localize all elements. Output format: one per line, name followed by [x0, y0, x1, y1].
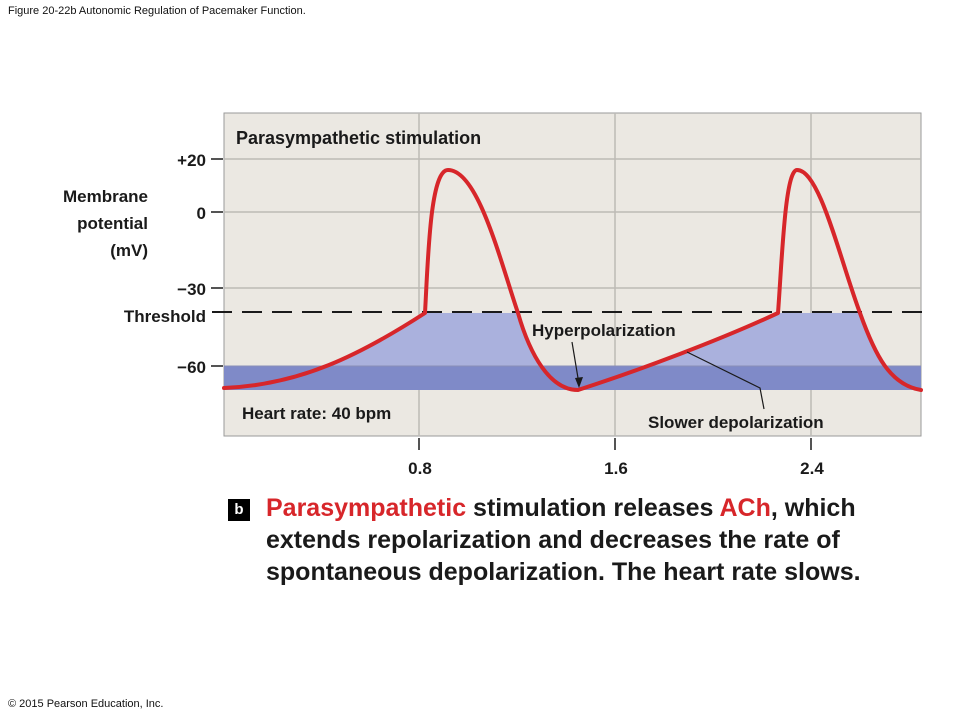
caption: Parasympathetic stimulation releases ACh…	[266, 492, 946, 588]
membrane-potential-trace	[222, 168, 923, 392]
y-tick-label-minus30: −30	[177, 280, 206, 299]
panel-badge: b	[228, 499, 250, 521]
y-tick-label-0: 0	[197, 204, 206, 223]
heart-rate-label: Heart rate: 40 bpm	[242, 404, 391, 423]
caption-text-1: stimulation releases	[466, 494, 720, 522]
y-axis-label-line3: (mV)	[110, 241, 148, 260]
hyperpolarization-label: Hyperpolarization	[532, 321, 676, 340]
hyperpolarization-arrow-line	[571, 341, 580, 385]
slower-depolarization-label: Slower depolarization	[648, 413, 824, 432]
slower-depolarization-leader	[686, 351, 765, 410]
caption-highlight-parasympathetic: Parasympathetic	[266, 494, 467, 522]
y-tick-label-plus20: +20	[177, 151, 206, 170]
threshold-label: Threshold	[124, 307, 206, 326]
y-tick-label-minus60: −60	[177, 358, 206, 377]
figure-title: Figure 20-22b Autonomic Regulation of Pa…	[8, 5, 306, 17]
hyperpolarization-arrow-head	[575, 377, 583, 388]
y-axis-label-line1: Membrane	[63, 187, 148, 206]
caption-highlight-ach: ACh	[719, 494, 771, 522]
copyright: © 2015 Pearson Education, Inc.	[8, 698, 164, 710]
x-tick-label-2.4: 2.4	[800, 459, 824, 478]
x-tick-label-0.8: 0.8	[408, 459, 432, 478]
panel-title: Parasympathetic stimulation	[236, 128, 481, 148]
x-tick-label-1.6: 1.6	[604, 459, 628, 478]
y-axis-label-line2: potential	[77, 214, 148, 233]
caption-text-2: , which extends repolarization and decre…	[266, 494, 861, 586]
hyperpolarization-band	[224, 366, 921, 390]
